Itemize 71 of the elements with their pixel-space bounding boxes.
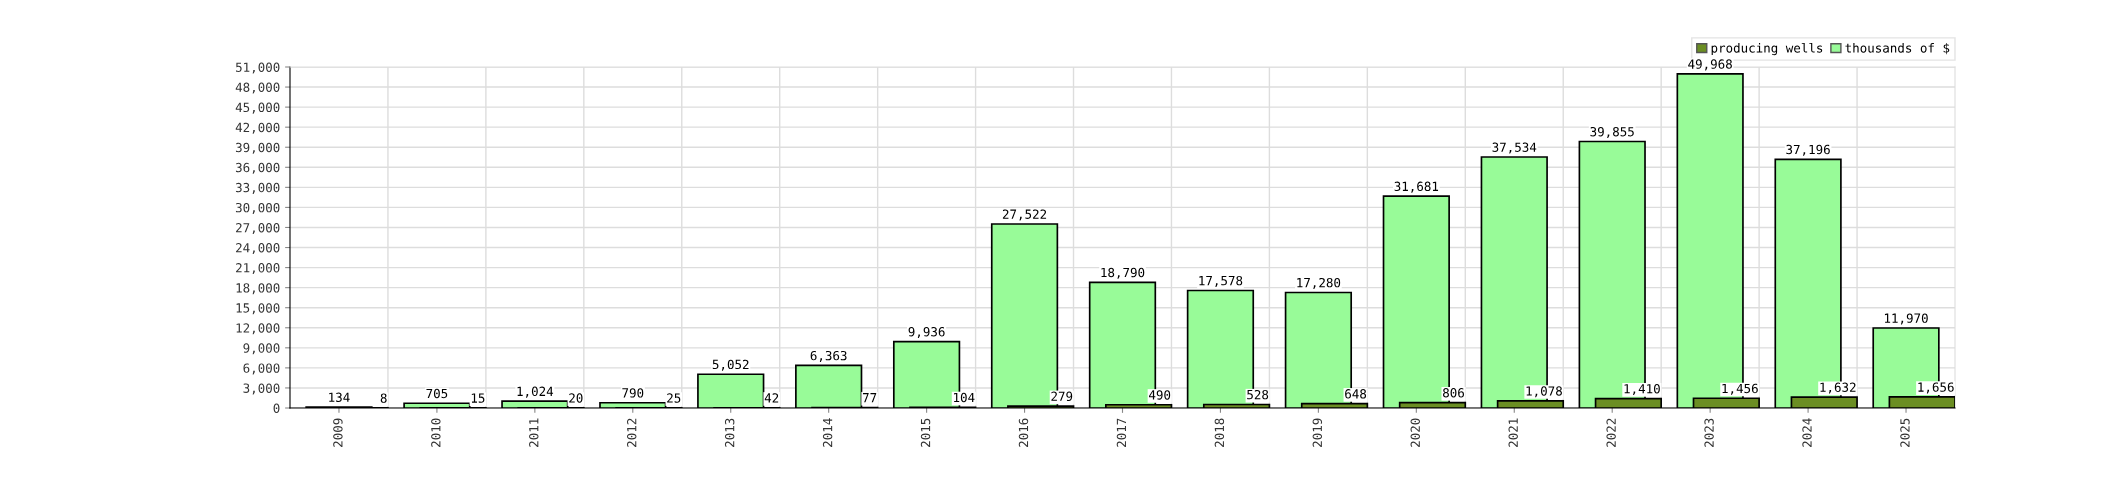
data-label: 790 bbox=[622, 388, 644, 398]
data-label: 20 bbox=[569, 393, 583, 403]
data-label: 1,410 bbox=[1624, 384, 1660, 396]
y-tick-label: 27,000 bbox=[236, 222, 280, 234]
data-label: 8 bbox=[380, 393, 387, 403]
data-label: 9,936 bbox=[908, 327, 945, 339]
data-label: 15 bbox=[471, 393, 485, 403]
x-tick-label: 2017 bbox=[1116, 418, 1127, 447]
x-tick-label: 2014 bbox=[822, 418, 833, 447]
data-label: 705 bbox=[426, 388, 448, 399]
x-tick-label: 2025 bbox=[1900, 418, 1910, 447]
x-tick-label: 2016 bbox=[1018, 418, 1029, 447]
data-label: 77 bbox=[862, 393, 877, 403]
y-tick-label: 21,000 bbox=[236, 263, 280, 275]
x-tick-label: 2009 bbox=[333, 418, 343, 447]
x-tick-label: 2019 bbox=[1312, 418, 1323, 447]
data-label: 5,052 bbox=[712, 359, 749, 371]
data-label: 42 bbox=[764, 393, 779, 403]
data-label: 1,632 bbox=[1820, 382, 1856, 394]
x-tick-label: 2010 bbox=[431, 418, 441, 447]
data-label: 6,363 bbox=[810, 350, 847, 362]
data-label: 25 bbox=[667, 393, 681, 403]
data-label: 528 bbox=[1247, 389, 1269, 400]
y-tick-label: 0 bbox=[273, 403, 280, 413]
data-label: 490 bbox=[1149, 390, 1171, 400]
data-label: 49,968 bbox=[1688, 59, 1732, 71]
x-tick-label: 2023 bbox=[1704, 418, 1714, 447]
x-tick-label: 2020 bbox=[1410, 418, 1420, 447]
y-tick-label: 51,000 bbox=[236, 62, 280, 74]
data-label: 806 bbox=[1443, 388, 1464, 398]
y-tick-label: 9,000 bbox=[243, 343, 280, 355]
legend-label: producing wells bbox=[1711, 42, 1823, 56]
data-label: 1,656 bbox=[1918, 382, 1954, 394]
data-label: 17,578 bbox=[1199, 275, 1243, 287]
x-tick-label: 2024 bbox=[1802, 418, 1812, 447]
y-tick-label: 48,000 bbox=[235, 82, 280, 94]
data-label: 1,024 bbox=[517, 386, 554, 398]
legend-label: thousands of $ bbox=[1845, 43, 1950, 55]
data-label: 648 bbox=[1345, 389, 1367, 399]
x-tick-label: 2018 bbox=[1214, 418, 1225, 447]
y-tick-label: 42,000 bbox=[235, 122, 280, 134]
y-tick-label: 36,000 bbox=[235, 162, 280, 174]
data-label: 37,534 bbox=[1492, 142, 1537, 154]
y-tick-label: 12,000 bbox=[236, 323, 280, 335]
x-tick-label: 2012 bbox=[627, 418, 637, 447]
data-label: 104 bbox=[954, 392, 975, 403]
data-label: 1,456 bbox=[1722, 383, 1758, 395]
y-tick-label: 33,000 bbox=[235, 182, 280, 194]
y-tick-label: 3,000 bbox=[243, 383, 280, 395]
y-tick-label: 6,000 bbox=[243, 363, 280, 375]
data-label: 279 bbox=[1051, 391, 1073, 402]
data-label: 1,078 bbox=[1526, 386, 1562, 398]
data-label: 11,970 bbox=[1884, 313, 1928, 325]
y-tick-label: 15,000 bbox=[236, 303, 280, 315]
data-label: 18,790 bbox=[1101, 267, 1145, 279]
y-tick-label: 18,000 bbox=[236, 283, 280, 295]
x-tick-label: 2021 bbox=[1508, 418, 1518, 447]
y-tick-label: 30,000 bbox=[235, 202, 280, 214]
x-tick-label: 2015 bbox=[920, 418, 931, 447]
data-label: 134 bbox=[329, 392, 350, 403]
x-tick-label: 2013 bbox=[724, 418, 735, 447]
x-tick-label: 2011 bbox=[529, 418, 539, 447]
data-label: 17,280 bbox=[1297, 277, 1341, 289]
x-tick-label: 2022 bbox=[1606, 418, 1616, 447]
y-tick-label: 39,000 bbox=[235, 142, 280, 154]
y-tick-label: 45,000 bbox=[235, 102, 280, 114]
y-tick-label: 24,000 bbox=[236, 243, 280, 255]
data-label: 37,196 bbox=[1786, 144, 1830, 156]
data-label: 31,681 bbox=[1394, 181, 1439, 193]
data-label: 27,522 bbox=[1002, 209, 1047, 221]
data-label: 39,855 bbox=[1590, 126, 1634, 138]
